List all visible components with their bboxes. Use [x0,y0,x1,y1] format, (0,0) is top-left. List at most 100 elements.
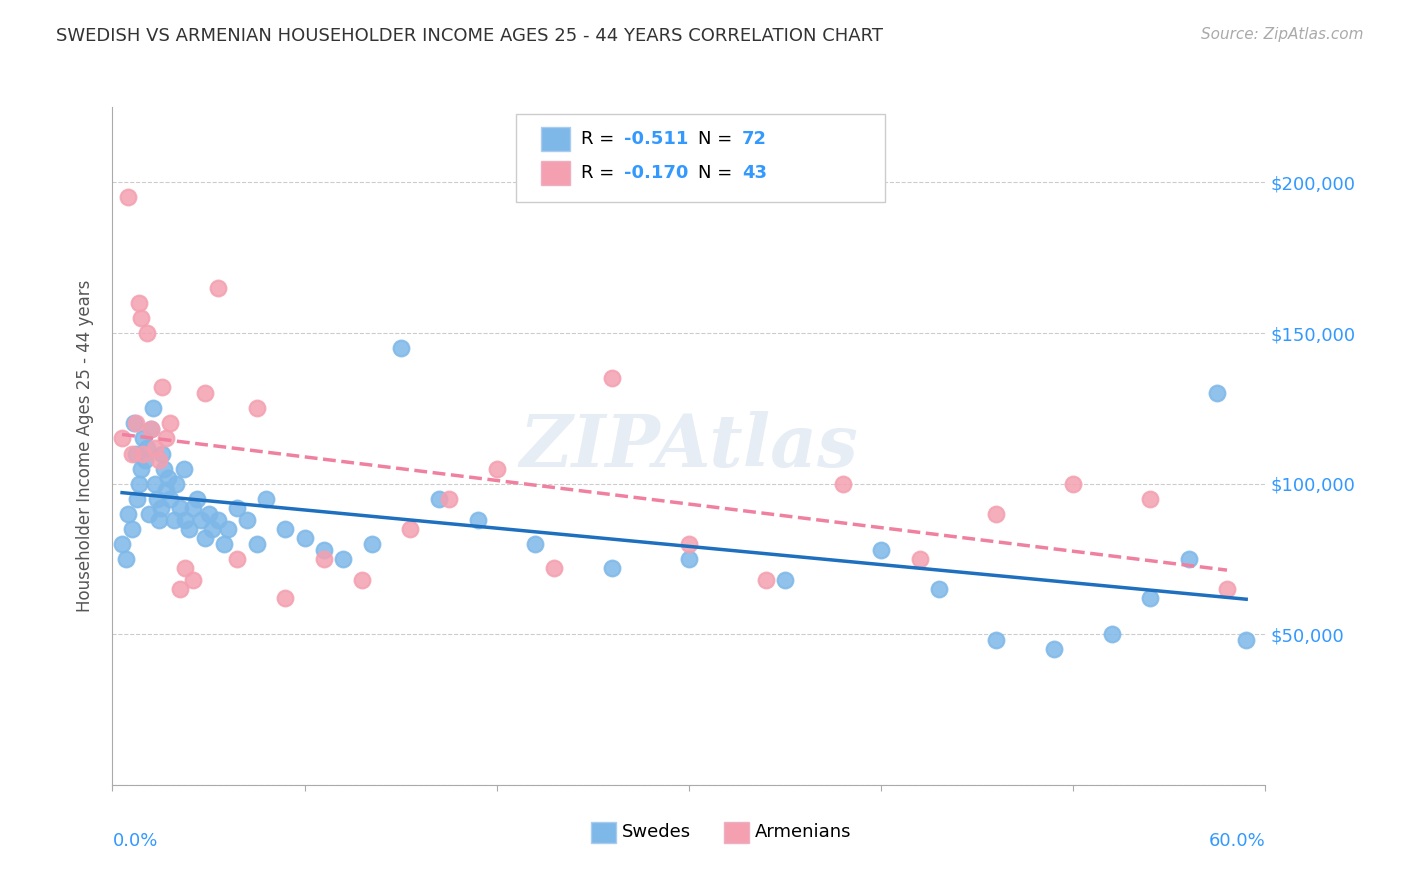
Point [157,470,180,484]
Point [179,522,201,536]
Point [427,491,450,506]
Point [1062,476,1084,491]
Point [467,513,489,527]
Point [217,522,239,536]
Point [245,401,267,416]
Point [121,446,143,460]
Point [124,446,146,460]
Point [274,591,297,606]
Point [543,561,565,575]
Point [600,561,623,575]
Point [201,522,224,536]
Point [1206,386,1229,401]
Point [121,522,143,536]
Point [332,552,354,566]
Point [226,552,249,566]
Point [128,296,150,310]
Text: 0.0%: 0.0% [112,832,157,850]
Point [207,513,229,527]
Point [274,522,297,536]
Point [149,500,172,515]
Text: N =: N = [699,130,738,148]
Point [524,537,547,551]
FancyBboxPatch shape [541,128,571,151]
Point [115,552,138,566]
Text: SWEDISH VS ARMENIAN HOUSEHOLDER INCOME AGES 25 - 44 YEARS CORRELATION CHART: SWEDISH VS ARMENIAN HOUSEHOLDER INCOME A… [56,27,883,45]
Text: R =: R = [581,164,620,182]
Point [678,552,700,566]
Point [870,543,893,558]
FancyBboxPatch shape [591,822,616,843]
Point [122,417,145,431]
Point [1234,633,1257,648]
FancyBboxPatch shape [516,114,884,202]
Point [136,326,159,340]
Point [153,461,176,475]
Point [165,476,187,491]
Point [173,461,195,475]
Point [207,281,229,295]
Point [152,380,174,394]
Point [437,491,460,506]
Point [1216,582,1239,596]
Point [148,452,170,467]
Point [127,491,149,506]
Point [129,461,153,475]
Point [169,582,191,596]
Text: N =: N = [699,164,738,182]
Point [111,537,134,551]
Text: 60.0%: 60.0% [1209,832,1265,850]
Point [142,401,165,416]
Point [600,371,623,385]
Point [132,446,155,460]
Text: Swedes: Swedes [621,823,692,841]
Point [197,507,219,521]
Y-axis label: Householder Income Ages 25 - 44 years: Householder Income Ages 25 - 44 years [76,280,94,612]
Point [129,310,153,325]
Point [117,190,139,204]
Point [294,531,316,545]
Point [163,513,186,527]
Point [132,432,155,446]
Point [190,513,212,527]
Point [1043,642,1066,657]
Point [1177,552,1199,566]
Point [194,386,217,401]
Point [143,441,166,455]
Point [181,573,204,587]
Point [908,552,931,566]
Point [312,543,335,558]
Point [117,507,139,521]
Text: -0.511: -0.511 [624,130,689,148]
Point [186,491,208,506]
Point [831,476,853,491]
Point [986,507,1008,521]
Point [245,537,267,551]
Point [928,582,950,596]
Point [159,417,181,431]
Point [194,531,217,545]
Point [155,432,177,446]
Point [152,446,174,460]
Point [174,561,197,575]
Point [678,537,700,551]
Text: 43: 43 [742,164,768,182]
Point [145,491,167,506]
Point [352,573,374,587]
Point [128,476,150,491]
Point [254,491,277,506]
Point [360,537,382,551]
Text: R =: R = [581,130,620,148]
Point [136,441,159,455]
Point [389,341,412,355]
Point [174,513,197,527]
Point [124,417,146,431]
Point [226,500,249,515]
Point [1101,627,1123,641]
Point [312,552,335,566]
Point [143,476,166,491]
Point [1139,491,1161,506]
Point [212,537,235,551]
Point [134,452,156,467]
Point [155,483,177,497]
